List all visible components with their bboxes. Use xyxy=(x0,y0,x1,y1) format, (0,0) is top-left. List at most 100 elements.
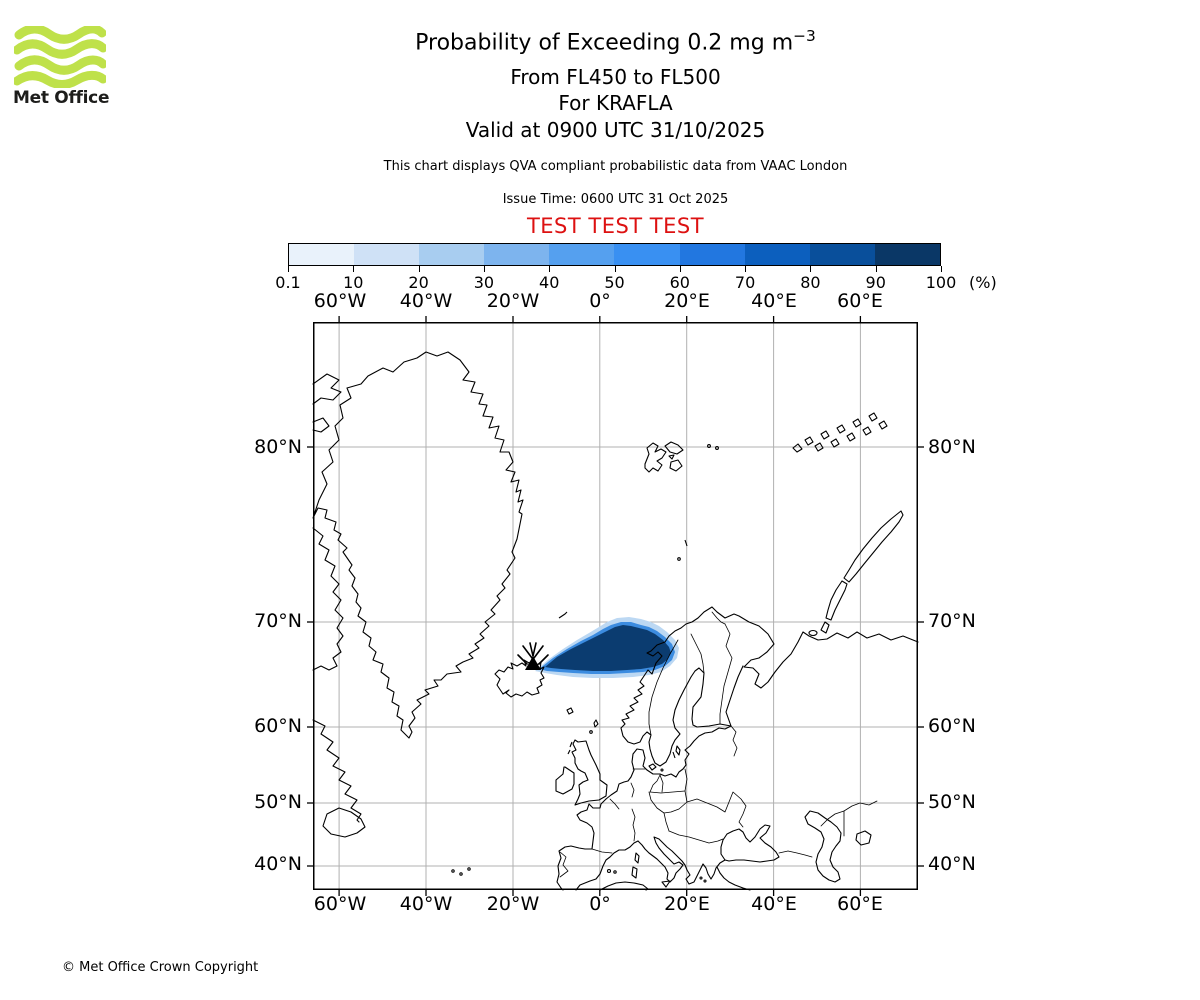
lon-label-top: 60°W xyxy=(313,290,367,312)
lat-label-left: 40°N xyxy=(254,853,302,875)
coast-caspian-sea xyxy=(804,810,842,883)
colorbar-segment xyxy=(549,244,615,265)
colorbar-tick xyxy=(288,266,289,272)
coastlines xyxy=(312,351,919,891)
colorbar-label: 80 xyxy=(800,273,821,292)
coast-ellesmere xyxy=(312,417,330,433)
chart-title-exponent: −3 xyxy=(793,27,816,45)
colorbar-gradient xyxy=(288,243,941,266)
colorbar-label: 0.1 xyxy=(275,273,301,292)
coast-iceland xyxy=(494,659,545,698)
colorbar-segment xyxy=(484,244,550,265)
colorbar-segment xyxy=(614,244,680,265)
coast-svalbard xyxy=(669,459,683,472)
lat-label-left: 80°N xyxy=(254,436,302,458)
coast-aral-sea xyxy=(855,830,872,846)
lon-label-bottom: 20°E xyxy=(664,893,710,915)
coast-ellesmere xyxy=(312,373,342,405)
colorbar-label: 60 xyxy=(669,273,690,292)
lon-label-top: 60°E xyxy=(837,290,883,312)
coast-svalbard xyxy=(644,442,667,473)
subtitle-volcano: For KRAFLA xyxy=(558,91,673,115)
colorbar-label: 70 xyxy=(734,273,756,292)
colorbar-tick xyxy=(483,266,485,272)
coast-black-sea xyxy=(720,824,780,863)
coast-great-britain xyxy=(571,739,608,806)
probability-map xyxy=(307,316,924,896)
coast-novaya-zemlya-north xyxy=(843,510,904,583)
met-office-logo xyxy=(14,26,106,88)
lon-label-top: 20°E xyxy=(664,290,710,312)
colorbar-tick xyxy=(353,266,355,272)
coast-labrador xyxy=(312,719,362,823)
lat-label-left: 50°N xyxy=(254,791,302,813)
lon-label-bottom: 40°W xyxy=(399,893,453,915)
lon-label-bottom: 20°W xyxy=(486,893,540,915)
coast-iberia-med xyxy=(575,840,639,891)
colorbar-tick xyxy=(875,266,877,272)
colorbar-tick xyxy=(418,266,420,272)
lat-label-right: 60°N xyxy=(928,715,976,737)
colorbar-label: 100 xyxy=(925,273,957,292)
lat-label-right: 70°N xyxy=(928,610,976,632)
lat-label-left: 70°N xyxy=(254,610,302,632)
lat-label-right: 80°N xyxy=(928,436,976,458)
colorbar-tick xyxy=(810,266,812,272)
lat-label-right: 40°N xyxy=(928,853,976,875)
colorbar-segment xyxy=(744,244,810,265)
lon-label-bottom: 60°E xyxy=(837,893,883,915)
axis-ticks xyxy=(307,316,924,896)
colorbar-label: 50 xyxy=(604,273,625,292)
colorbar-label: 10 xyxy=(343,273,364,292)
coast-svalbard xyxy=(664,441,684,455)
lon-label-top: 0° xyxy=(589,290,611,312)
coast-baffin xyxy=(312,527,344,671)
coast-kolguyev xyxy=(808,629,818,637)
coast-baltic-south xyxy=(646,725,732,778)
coast-fennoscandia-russia xyxy=(620,606,919,767)
issue-time: Issue Time: 0600 UTC 31 Oct 2025 xyxy=(502,192,729,207)
logo-waves-icon xyxy=(14,26,106,88)
colorbar-segment xyxy=(289,244,355,265)
coast-svalbard xyxy=(668,454,675,460)
ash-plume xyxy=(535,617,679,678)
coast-ireland xyxy=(555,766,575,795)
colorbar-tick xyxy=(549,266,551,272)
colorbar-label: 30 xyxy=(473,273,495,292)
colorbar-unit: (%) xyxy=(969,273,997,292)
coast-northsea-continental xyxy=(616,769,635,792)
chart-title: Probability of Exceeding 0.2 mg m−3 xyxy=(313,27,918,55)
lon-label-bottom: 60°W xyxy=(313,893,367,915)
lon-label-top: 20°W xyxy=(486,290,540,312)
country-borders xyxy=(559,611,878,878)
lon-label-bottom: 0° xyxy=(589,893,611,915)
lon-label-top: 40°E xyxy=(751,290,797,312)
probability-colorbar: 0.1 10 20 30 40 50 60 70 80 90 100 (%) xyxy=(275,243,997,292)
colorbar-segment xyxy=(419,244,485,265)
coast-greenland xyxy=(312,351,524,739)
colorbar-tick xyxy=(614,266,616,272)
met-office-logo-text: Met Office xyxy=(13,88,110,108)
qva-note: This chart displays QVA compliant probab… xyxy=(383,159,848,174)
colorbar-segment xyxy=(809,244,875,265)
lat-label-right: 50°N xyxy=(928,791,976,813)
coast-anatolia xyxy=(716,866,751,891)
colorbar-segment xyxy=(679,244,745,265)
copyright-notice: © Met Office Crown Copyright xyxy=(62,960,259,975)
coast-north-africa xyxy=(599,881,649,891)
map-frame xyxy=(313,322,918,890)
volcano-marker-icon xyxy=(517,642,549,670)
colorbar-tick xyxy=(745,266,747,272)
colorbar-label: 40 xyxy=(539,273,560,292)
chart-title-text: Probability of Exceeding 0.2 mg m xyxy=(415,30,794,56)
coast-zealand xyxy=(648,763,657,771)
coast-denmark xyxy=(631,748,648,771)
coast-franz-josef-land xyxy=(792,412,888,453)
coast-vaygach xyxy=(820,621,830,634)
colorbar-label: 20 xyxy=(408,273,429,292)
test-banner: TEST TEST TEST xyxy=(526,214,705,238)
coast-atlantic-france-iberia xyxy=(556,798,607,891)
graticule-gridlines xyxy=(313,322,918,890)
lon-label-bottom: 40°E xyxy=(751,893,797,915)
colorbar-tick xyxy=(941,266,942,272)
